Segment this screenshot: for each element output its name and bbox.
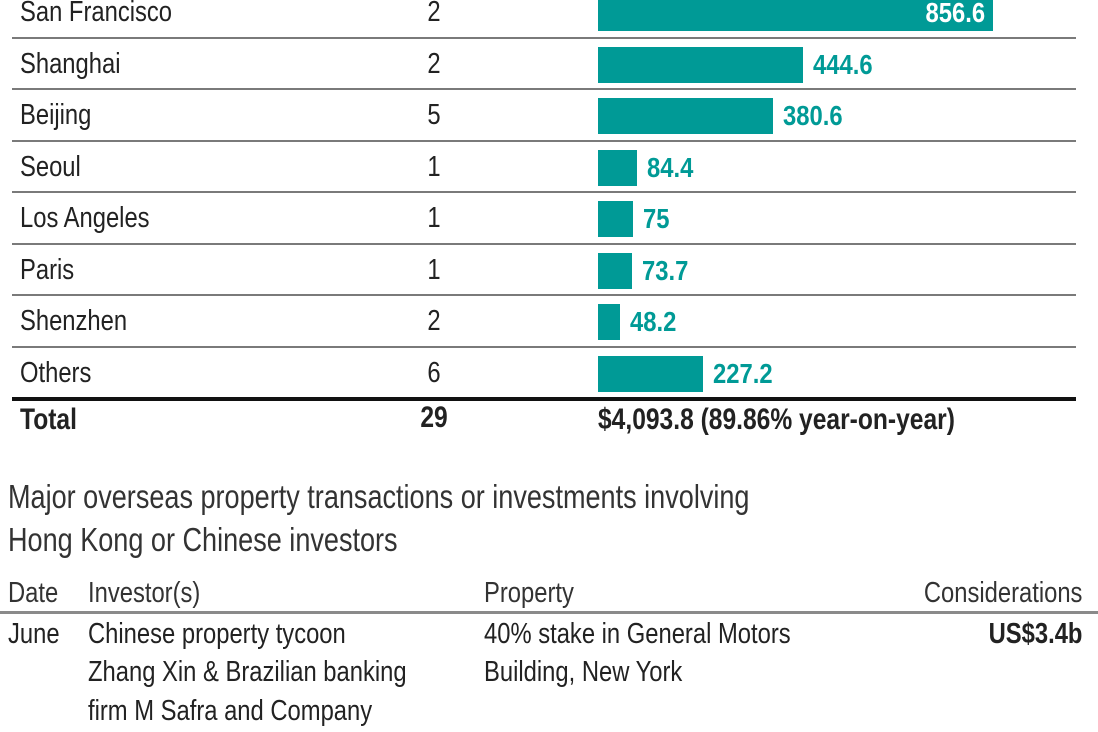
row-investor-line2: Zhang Xin & Brazilian banking xyxy=(88,656,407,688)
bar xyxy=(598,355,703,392)
category-label: Seoul xyxy=(20,150,81,183)
count-label: 1 xyxy=(427,202,441,234)
count-label: 6 xyxy=(427,356,441,389)
row-date: June xyxy=(8,618,60,650)
header-property: Property xyxy=(484,577,574,609)
value-label: 73.7 xyxy=(641,254,689,286)
bar xyxy=(598,201,633,237)
section-title-line1: Major overseas property transactions or … xyxy=(8,478,750,515)
count-label: 2 xyxy=(427,47,441,80)
count-label: 5 xyxy=(427,99,441,131)
count-label: 2 xyxy=(427,0,441,28)
bar xyxy=(598,304,621,340)
row-investor-line1: Chinese property tycoon xyxy=(88,618,346,650)
value-label: 856.6 xyxy=(925,0,985,28)
count-label: 1 xyxy=(427,150,441,183)
bar xyxy=(598,252,632,289)
row-divider xyxy=(12,242,1076,245)
category-label: Paris xyxy=(20,253,75,286)
total-label: Total xyxy=(20,403,77,436)
value-label: 84.4 xyxy=(646,151,694,183)
row-divider xyxy=(12,139,1076,142)
header-consideration: Considerations xyxy=(923,577,1082,609)
value-label: 75 xyxy=(642,203,670,234)
row-property-line2: Building, New York xyxy=(484,656,683,688)
category-label: Shanghai xyxy=(20,47,121,80)
category-label: Los Angeles xyxy=(20,202,150,234)
section-title-line2: Hong Kong or Chinese investors xyxy=(8,521,398,558)
total-count: 29 xyxy=(420,401,448,434)
value-label: 227.2 xyxy=(712,357,773,389)
category-label: Others xyxy=(20,356,92,389)
row-property-line1: 40% stake in General Motors xyxy=(484,618,791,650)
bar xyxy=(598,46,803,83)
header-investor: Investor(s) xyxy=(88,577,201,609)
category-label: Beijing xyxy=(20,99,92,131)
category-label: Shenzhen xyxy=(20,305,128,337)
count-label: 1 xyxy=(427,253,441,286)
header-date: Date xyxy=(8,577,59,609)
bar xyxy=(598,149,637,186)
row-divider xyxy=(12,345,1076,348)
row-divider xyxy=(12,294,1076,296)
row-divider xyxy=(12,36,1076,39)
value-label: 444.6 xyxy=(812,48,873,80)
row-divider xyxy=(12,191,1076,193)
category-label: San Francisco xyxy=(20,0,172,28)
total-value: $4,093.8 (89.86% year-on-year) xyxy=(598,403,955,436)
bar xyxy=(598,98,774,134)
count-label: 2 xyxy=(427,305,441,337)
row-investor-line3: firm M Safra and Company xyxy=(88,695,373,727)
header-divider xyxy=(0,611,1098,614)
row-divider xyxy=(12,397,1076,401)
value-label: 48.2 xyxy=(630,306,677,337)
bar xyxy=(598,0,993,31)
row-divider xyxy=(12,88,1076,90)
row-consideration: US$3.4b xyxy=(988,618,1082,650)
value-label: 380.6 xyxy=(783,100,844,131)
